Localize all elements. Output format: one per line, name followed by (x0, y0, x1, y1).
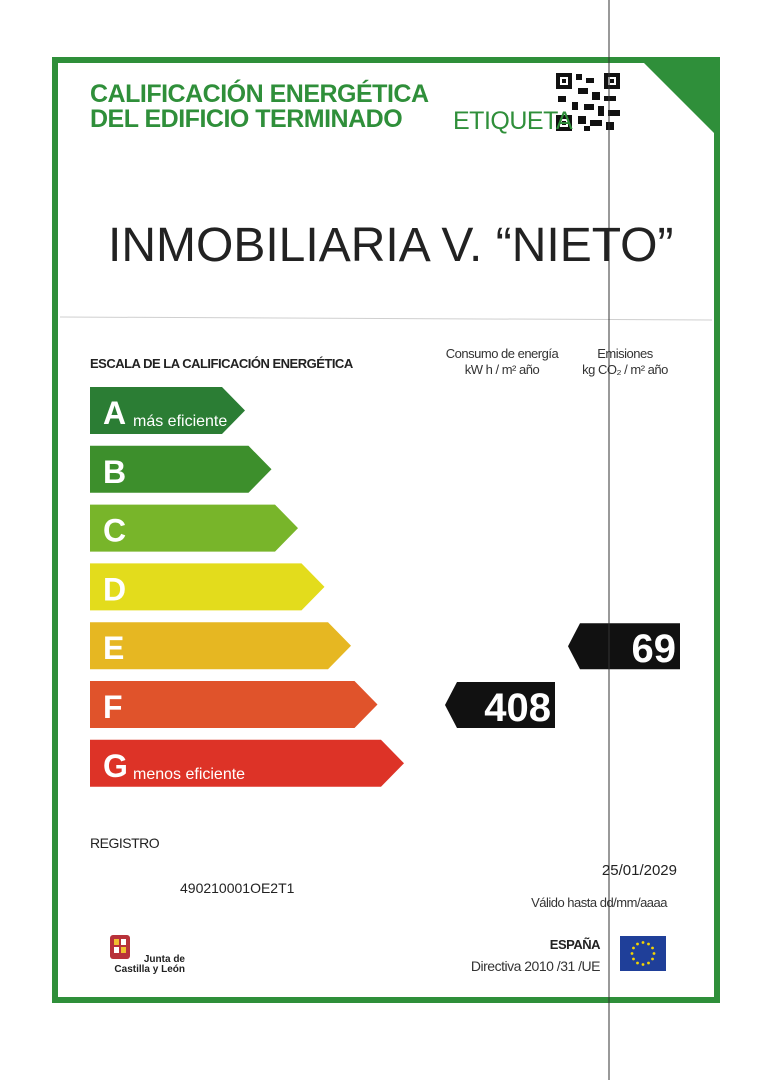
value-badge (445, 682, 555, 728)
emissions-header: Emisiones kg CO₂ / m² año (555, 346, 695, 378)
rating-arrow (90, 445, 272, 493)
rating-letter: A (103, 395, 126, 431)
rating-letter: E (103, 630, 124, 666)
value-text: 408 (484, 686, 551, 730)
label-frame (52, 57, 720, 1003)
flag-star (647, 942, 650, 946)
flag-star (636, 961, 639, 965)
rating-letter: D (103, 571, 126, 607)
rating-arrow (90, 622, 351, 670)
value-badge (568, 623, 680, 670)
separator (59, 316, 713, 321)
registry-number: 490210001OE2T1 (180, 880, 295, 896)
column-header-line: Emisiones (597, 346, 653, 361)
value-text: 69 (632, 627, 677, 671)
qr-code (555, 72, 622, 132)
rating-descriptor: menos eficiente (133, 766, 245, 783)
building-name: INMOBILIARIA V. “NIETO” (108, 219, 674, 272)
column-header-line: kW h / m² año (464, 362, 540, 377)
country: ESPAÑA (549, 937, 601, 952)
flag-star (651, 957, 654, 961)
column-header-line: kg CO₂ / m² año (582, 362, 668, 377)
eu-flag (620, 936, 666, 971)
rating-arrow (90, 563, 325, 611)
rating-descriptor: más eficiente (133, 413, 227, 430)
header-title-line: DEL EDIFICIO TERMINADO (90, 105, 403, 133)
issuer: Junta de Castilla y León (100, 955, 185, 975)
label-word: ETIQUETA (453, 107, 573, 135)
rating-arrow (90, 681, 378, 728)
scale-title: ESCALA DE LA CALIFICACIÓN ENERGÉTICA (90, 356, 353, 371)
corner-triangle (644, 63, 714, 133)
flag-star (636, 942, 639, 946)
junta-logo (110, 935, 130, 959)
flag-star (647, 961, 650, 965)
directive: Directiva 2010 /31 /UE (470, 958, 601, 974)
flag-star (641, 963, 645, 966)
flag-star (632, 957, 635, 961)
validity-date: 25/01/2029 (601, 862, 677, 879)
flag-star (641, 941, 645, 944)
flag-star (630, 952, 634, 955)
consumption-header: Consumo de energía kW h / m² año (432, 346, 572, 378)
validity-label: Válido hasta dd/mm/aaaa (531, 895, 667, 910)
rating-letter: C (103, 513, 126, 549)
registry-label: REGISTRO (90, 835, 160, 851)
header-title: CALIFICACIÓN ENERGÉTICA DEL EDIFICIO TER… (90, 82, 429, 132)
rating-arrow (90, 504, 298, 552)
rating-letter: B (103, 454, 126, 490)
flag-star (651, 946, 654, 950)
rating-letter: F (103, 689, 123, 725)
rating-letter: G (103, 748, 128, 784)
rating-arrow (90, 387, 245, 434)
flag-star (652, 952, 656, 955)
issuer-line: Junta de (143, 954, 185, 965)
flag-star (632, 946, 635, 950)
issuer-line: Castilla y León (114, 964, 185, 975)
rating-arrow (90, 739, 404, 787)
column-header-line: Consumo de energía (445, 346, 559, 361)
header-title-line: CALIFICACIÓN ENERGÉTICA (90, 80, 429, 108)
